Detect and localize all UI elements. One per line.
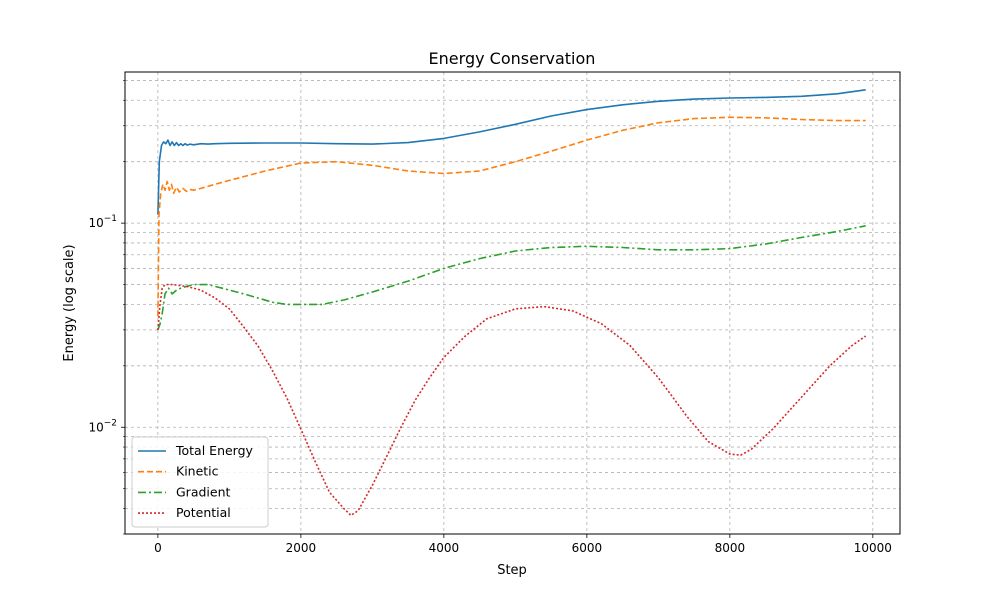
y-axis-ticks: 10−2 10−1	[88, 80, 125, 535]
x-axis-ticks: 0 2000 4000 6000 8000 10000	[154, 534, 892, 555]
y-tick-label: 10−2	[88, 418, 117, 434]
x-tick-label: 2000	[286, 541, 317, 555]
legend-label: Total Energy	[175, 443, 254, 458]
x-tick-label: 0	[154, 541, 162, 555]
series-line-potential	[157, 283, 867, 517]
series-line-gradient	[157, 225, 866, 331]
x-tick-label: 4000	[429, 541, 460, 555]
x-axis-label: Step	[497, 563, 527, 578]
plot-frame	[124, 71, 901, 535]
legend-box	[131, 436, 269, 528]
x-tick-label: 10000	[854, 541, 892, 555]
legend: Total Energy Kinetic Gradient Potential	[131, 436, 269, 528]
series-line-total-energy	[157, 89, 866, 215]
chart-title: Energy Conservation	[429, 49, 596, 68]
y-axis-label: Energy (log scale)	[62, 244, 77, 361]
legend-label: Gradient	[176, 484, 231, 499]
x-tick-label: 8000	[715, 541, 746, 555]
y-tick-label: 10−1	[88, 214, 117, 230]
x-tick-label: 6000	[572, 541, 603, 555]
legend-label: Potential	[176, 505, 231, 520]
series-lines	[157, 89, 867, 517]
legend-label: Kinetic	[176, 464, 219, 479]
series-line-kinetic	[157, 116, 866, 317]
